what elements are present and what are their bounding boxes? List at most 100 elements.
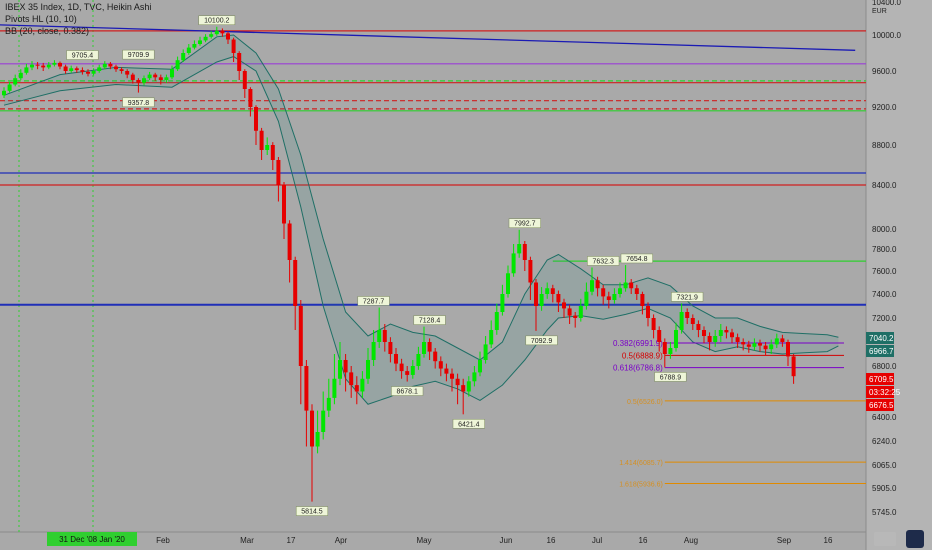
bollinger-upper-line	[3, 34, 839, 361]
candle-body	[248, 89, 253, 107]
candle-body	[629, 282, 634, 289]
candle-body	[321, 410, 326, 432]
candle-body	[136, 80, 141, 83]
extension-level-label: 1.618(5936.6)	[619, 481, 663, 488]
candle-body	[371, 342, 376, 360]
candle-body	[24, 67, 29, 73]
pivot-label-box	[66, 50, 99, 60]
candle-body	[567, 308, 572, 316]
candle-body	[640, 294, 645, 306]
candle-body	[522, 244, 527, 260]
y-axis-tick-label: 10400.0	[872, 0, 901, 7]
candle-body	[360, 378, 365, 392]
candle-body	[517, 244, 522, 254]
pivot-label-box	[620, 253, 653, 264]
candle-body	[511, 253, 516, 274]
candle-body	[741, 342, 746, 345]
pivot-label-box	[198, 15, 236, 25]
price-badge	[866, 386, 894, 398]
candle-body	[674, 330, 678, 348]
candle-body	[315, 432, 320, 447]
candle-body	[181, 53, 186, 61]
candle-body	[668, 348, 673, 354]
candle-body	[119, 69, 124, 71]
pivots-indicator-label[interactable]: Pivots HL (10, 10)	[5, 14, 77, 24]
tradingview-logo	[874, 532, 896, 546]
candle-body	[276, 160, 281, 185]
y-axis-tick-label: 7800.0	[872, 245, 897, 254]
candle-body	[410, 366, 415, 375]
candle-body	[651, 318, 656, 330]
candle-body	[231, 39, 236, 53]
candle-body	[80, 70, 85, 72]
candle-body	[192, 44, 197, 48]
pivot-label: 7128.4	[419, 318, 441, 325]
candle-body	[455, 378, 460, 386]
candle-body	[696, 324, 701, 330]
x-axis-tick-label: Jul	[592, 536, 602, 545]
candle-body	[338, 360, 342, 379]
y-axis-tick-label: 5745.0	[872, 508, 897, 517]
candle-body	[780, 338, 785, 342]
candle-body	[108, 63, 113, 67]
candle-body	[114, 66, 118, 70]
x-axis-tick-label: Jun	[500, 536, 513, 545]
candle-body	[707, 336, 712, 342]
candle-body	[265, 145, 270, 150]
candle-body	[2, 90, 6, 96]
candle-body	[444, 368, 449, 374]
candle-body	[170, 69, 174, 78]
x-axis-tick-label: Mar	[240, 536, 254, 545]
candle-body	[287, 223, 292, 260]
pivot-label: 7654.8	[626, 256, 648, 263]
candle-body	[164, 77, 169, 80]
candle-body	[35, 64, 40, 66]
candle-body	[735, 337, 740, 342]
candle-body	[758, 343, 762, 346]
candle-body	[86, 71, 90, 74]
candle-body	[130, 74, 135, 80]
candle-body	[478, 360, 482, 373]
candle-body	[612, 294, 617, 300]
pivot-label: 7321.9	[676, 294, 698, 301]
x-axis-tick-label: 16	[824, 536, 833, 545]
candle-body	[718, 330, 723, 336]
pivot-label: 9709.9	[128, 52, 150, 59]
candle-body	[237, 53, 242, 71]
candle-body	[282, 185, 286, 224]
pivot-label: 10100.2	[204, 18, 229, 25]
candle-body	[366, 360, 370, 379]
candle-body	[332, 378, 337, 398]
candle-body	[769, 344, 774, 350]
bollinger-lower-line	[3, 56, 839, 405]
candle-body	[147, 74, 152, 79]
candle-body	[220, 30, 225, 34]
pivot-label-box	[671, 292, 704, 302]
extension-level-label: 1.414(6085.7)	[619, 460, 663, 467]
candle-body	[74, 68, 79, 71]
pivot-label-box	[508, 218, 541, 228]
candle-body	[433, 351, 438, 362]
candle-body	[483, 344, 488, 360]
y-axis-tick-label: 6065.0	[872, 461, 897, 470]
candle-body	[203, 36, 208, 41]
tradingview-flag-icon[interactable]	[906, 530, 924, 548]
price-axis-panel	[866, 0, 932, 550]
pivot-label: 7092.9	[531, 338, 553, 345]
fib-level-label: 0.5(6888.9)	[622, 351, 663, 360]
candles-group	[2, 26, 796, 502]
price-badge	[866, 373, 894, 385]
bollinger-indicator-label[interactable]: BB (20, close, 0.382)	[5, 26, 90, 36]
candle-body	[388, 342, 393, 354]
candle-body	[573, 315, 578, 318]
pivot-label-box	[122, 97, 155, 108]
candle-body	[606, 296, 611, 300]
pivot-label-box	[413, 315, 446, 325]
price-badge-label: 6709.5	[869, 375, 894, 384]
x-axis-tick-label: Aug	[684, 536, 698, 545]
y-axis-tick-label: 6400.0	[872, 413, 897, 422]
candle-body	[556, 294, 561, 303]
pivot-label: 7632.3	[592, 258, 614, 265]
candle-body	[662, 342, 667, 354]
